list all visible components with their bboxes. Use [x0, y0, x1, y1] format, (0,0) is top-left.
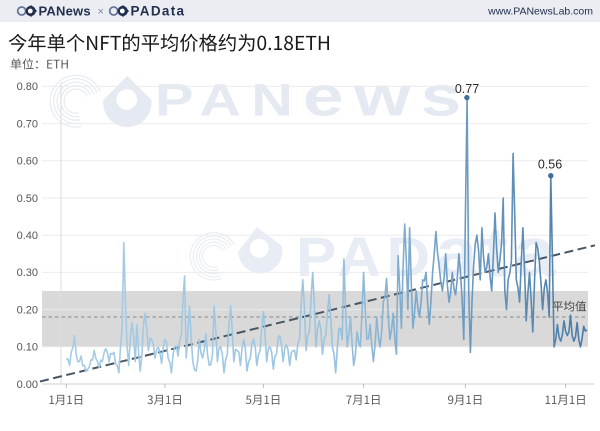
- svg-text:×: ×: [98, 6, 104, 18]
- svg-text:0.30: 0.30: [17, 267, 38, 279]
- svg-text:PANews: PANews: [155, 64, 472, 128]
- svg-text:0.10: 0.10: [17, 342, 38, 354]
- svg-text:0.50: 0.50: [17, 193, 38, 205]
- svg-text:0.56: 0.56: [538, 158, 562, 172]
- svg-text:0.00: 0.00: [17, 379, 38, 391]
- svg-text:www.PANewsLab.com: www.PANewsLab.com: [487, 6, 593, 18]
- svg-text:0.77: 0.77: [455, 82, 479, 96]
- svg-text:PANews: PANews: [39, 4, 91, 19]
- svg-text:0.20: 0.20: [17, 304, 38, 316]
- svg-text:0.70: 0.70: [17, 118, 38, 130]
- svg-text:0.40: 0.40: [17, 230, 38, 242]
- svg-text:0.80: 0.80: [17, 81, 38, 93]
- svg-text:PAData: PAData: [131, 4, 186, 19]
- svg-text:0.60: 0.60: [17, 156, 38, 168]
